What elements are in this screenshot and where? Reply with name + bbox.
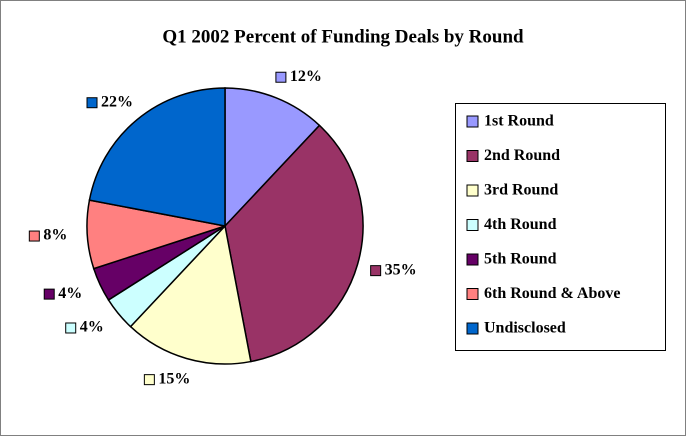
data-label-key [43, 288, 55, 300]
legend-label: 1st Round [484, 113, 554, 130]
legend-key [466, 288, 479, 300]
data-label-key [65, 322, 77, 334]
data-label: 8% [43, 227, 67, 244]
data-label-key [143, 374, 155, 386]
legend-key [466, 150, 479, 162]
legend-key [466, 184, 479, 197]
legend-key [466, 322, 479, 335]
legend-key [466, 253, 479, 266]
legend-key [466, 115, 479, 128]
data-label: 4% [58, 285, 82, 302]
data-label: 15% [158, 370, 190, 387]
data-label: 22% [101, 93, 133, 110]
pie-slice [224, 87, 321, 228]
legend-label: 6th Round & Above [484, 285, 620, 302]
legend-key [466, 219, 479, 231]
legend-label: Undisclosed [484, 320, 566, 337]
data-label: 4% [80, 319, 104, 336]
chart-title: Q1 2002 Percent of Funding Deals by Roun… [162, 26, 524, 47]
legend-label: 4th Round [484, 216, 557, 233]
data-label-key [275, 71, 287, 83]
legend-label: 2nd Round [484, 147, 560, 164]
data-label-key [28, 230, 40, 242]
pie-slice [88, 87, 226, 227]
legend-label: 5th Round [484, 251, 557, 268]
legend-box [455, 103, 666, 351]
pie-slice [129, 224, 252, 365]
data-label-key [86, 97, 98, 109]
data-label: 35% [385, 261, 417, 278]
pie-slice [224, 124, 364, 363]
legend-label: 3rd Round [484, 182, 558, 199]
data-label-key [370, 265, 382, 277]
data-label: 12% [290, 68, 322, 85]
